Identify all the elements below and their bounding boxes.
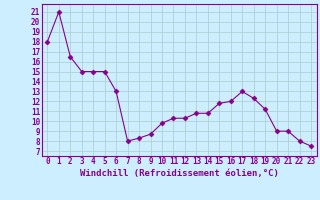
X-axis label: Windchill (Refroidissement éolien,°C): Windchill (Refroidissement éolien,°C) xyxy=(80,169,279,178)
